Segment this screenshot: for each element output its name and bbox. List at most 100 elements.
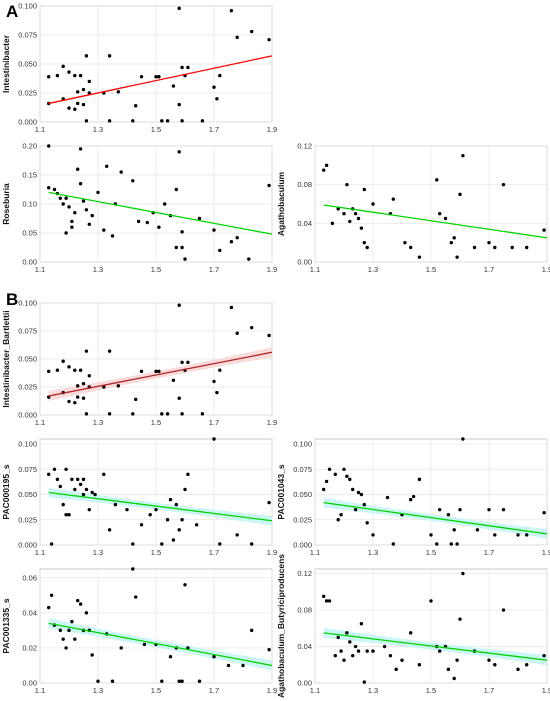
x-tick-label: 1.9 (542, 686, 550, 695)
y-tick-label: 0.075 (18, 465, 37, 474)
data-point (52, 467, 57, 471)
data-point (356, 490, 361, 495)
data-point (142, 642, 147, 647)
data-point (70, 477, 74, 482)
data-point (267, 333, 271, 338)
data-point (218, 368, 222, 372)
data-point (235, 331, 239, 335)
data-point (70, 225, 74, 229)
data-point (229, 8, 234, 13)
data-point (87, 374, 92, 378)
data-point (267, 500, 271, 505)
chart-agathobaculum: 1.1 1.3 1.5 1.7 1.9 0.00 0.04 0.08 0.12 Agathobac… (276, 142, 550, 275)
x-tick-label: 1.5 (426, 686, 436, 695)
x-tick-label: 1.1 (35, 686, 45, 695)
data-point (446, 667, 451, 672)
data-point (452, 236, 456, 240)
data-point (119, 170, 123, 174)
data-point (105, 164, 109, 168)
x-tick-label: 1.1 (35, 125, 45, 134)
data-point (250, 325, 254, 330)
data-point (461, 153, 465, 158)
data-point (267, 37, 271, 42)
data-point (177, 396, 181, 400)
y-tick-label: 0.050 (18, 355, 37, 364)
data-point (73, 368, 77, 372)
data-point (429, 599, 433, 603)
data-point (438, 649, 442, 653)
chart-intestinibacter: 1.1 1.3 1.5 1.7 1.9 0.000 0.025 0.050 0.075 0.100… (1, 2, 277, 135)
data-point (102, 228, 106, 232)
panel-label-a: A (6, 2, 19, 21)
data-point (475, 528, 480, 532)
data-point (348, 640, 352, 644)
x-tick-label: 1.5 (426, 548, 436, 557)
data-point (336, 207, 340, 211)
data-point (400, 658, 404, 662)
data-point (472, 245, 477, 250)
data-point (78, 182, 83, 186)
data-point (131, 179, 135, 183)
data-point (542, 510, 546, 515)
data-point (78, 602, 83, 606)
data-point (131, 119, 135, 123)
data-point (388, 653, 393, 658)
data-point (67, 399, 71, 404)
data-point (183, 257, 187, 261)
data-point (443, 216, 448, 221)
x-tick-label: 1.3 (93, 125, 103, 134)
data-point (342, 211, 346, 216)
y-tick-label: 0.00 (22, 258, 37, 267)
data-point (145, 220, 149, 225)
x-tick-label: 1.9 (542, 265, 550, 274)
y-tick-label: 0.00 (297, 679, 312, 688)
data-point (452, 528, 456, 532)
data-point (81, 199, 86, 203)
data-point (148, 513, 152, 517)
data-point (78, 147, 83, 151)
y-tick-label: 0.04 (297, 642, 312, 651)
x-tick-label: 1.5 (151, 548, 161, 557)
data-point (542, 653, 546, 658)
data-point (81, 87, 86, 92)
data-point (87, 507, 92, 512)
data-point (342, 467, 346, 471)
x-tick-label: 1.1 (35, 548, 45, 557)
data-point (55, 477, 60, 482)
data-point (394, 667, 398, 672)
data-point (139, 369, 144, 374)
x-tick-label: 1.7 (484, 548, 494, 557)
data-point (353, 644, 358, 649)
data-point (90, 490, 94, 495)
data-point (493, 245, 497, 250)
data-point (67, 70, 71, 74)
data-point (371, 533, 375, 537)
data-point (452, 676, 456, 681)
data-point (87, 91, 92, 95)
y-tick-label: 0.100 (18, 2, 37, 11)
data-point (47, 186, 51, 190)
data-point (139, 75, 144, 79)
data-point (359, 622, 364, 626)
y-axis-label: PAC001335_s (1, 598, 11, 653)
data-point (267, 183, 271, 188)
data-point (73, 107, 77, 111)
data-point (183, 583, 187, 587)
data-point (487, 658, 491, 662)
chart-pac000195-s: 1.1 1.3 1.5 1.7 1.9 0.000 0.025 0.050 0.075 0.100… (1, 437, 277, 557)
data-point (409, 497, 413, 502)
data-point (186, 646, 190, 650)
data-point (61, 637, 65, 641)
chart-intestinibacter-bartlettii: 1.1 1.3 1.5 1.7 1.9 0.000 0.025 0.050 0.075 0.100… (1, 299, 277, 428)
data-point (64, 646, 68, 650)
data-point (362, 240, 366, 245)
data-point (359, 226, 364, 230)
data-point (47, 75, 51, 79)
data-point (84, 119, 89, 123)
data-point (84, 611, 89, 615)
data-point (417, 663, 422, 667)
data-point (157, 225, 161, 229)
data-point (218, 73, 222, 78)
data-point (438, 211, 442, 216)
data-point (212, 379, 216, 384)
